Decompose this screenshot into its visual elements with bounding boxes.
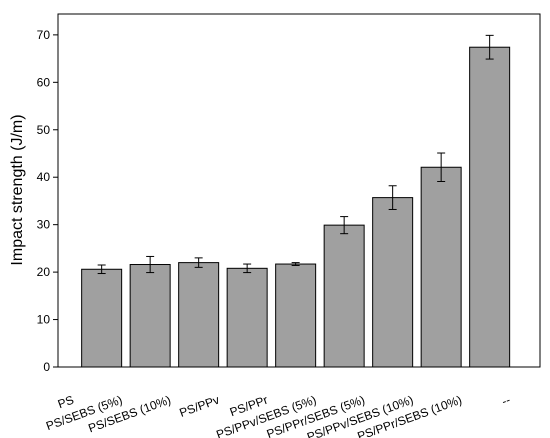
x-tick-label: PS bbox=[56, 393, 76, 412]
bar bbox=[469, 46, 511, 368]
bar bbox=[81, 268, 123, 368]
x-tick-label: PS/PPv bbox=[178, 393, 222, 420]
y-axis-title: Impact strength (J/m) bbox=[9, 114, 26, 265]
bar bbox=[129, 264, 171, 368]
y-tick-label: 0 bbox=[43, 360, 50, 374]
bar bbox=[323, 224, 365, 368]
bar bbox=[226, 267, 268, 368]
y-tick-label: 70 bbox=[37, 28, 51, 42]
y-tick-label: 10 bbox=[37, 313, 51, 327]
plot-frame bbox=[57, 13, 541, 368]
y-tick-label: 20 bbox=[37, 265, 51, 279]
bar bbox=[420, 166, 462, 368]
bar bbox=[178, 262, 220, 368]
bar bbox=[275, 263, 317, 368]
y-tick-label: 40 bbox=[37, 170, 51, 184]
y-tick-label: 60 bbox=[37, 75, 51, 89]
bar bbox=[372, 197, 414, 368]
y-tick-label: 50 bbox=[37, 123, 51, 137]
y-tick-label: 30 bbox=[37, 218, 51, 232]
x-tick-label: -- bbox=[500, 393, 512, 409]
